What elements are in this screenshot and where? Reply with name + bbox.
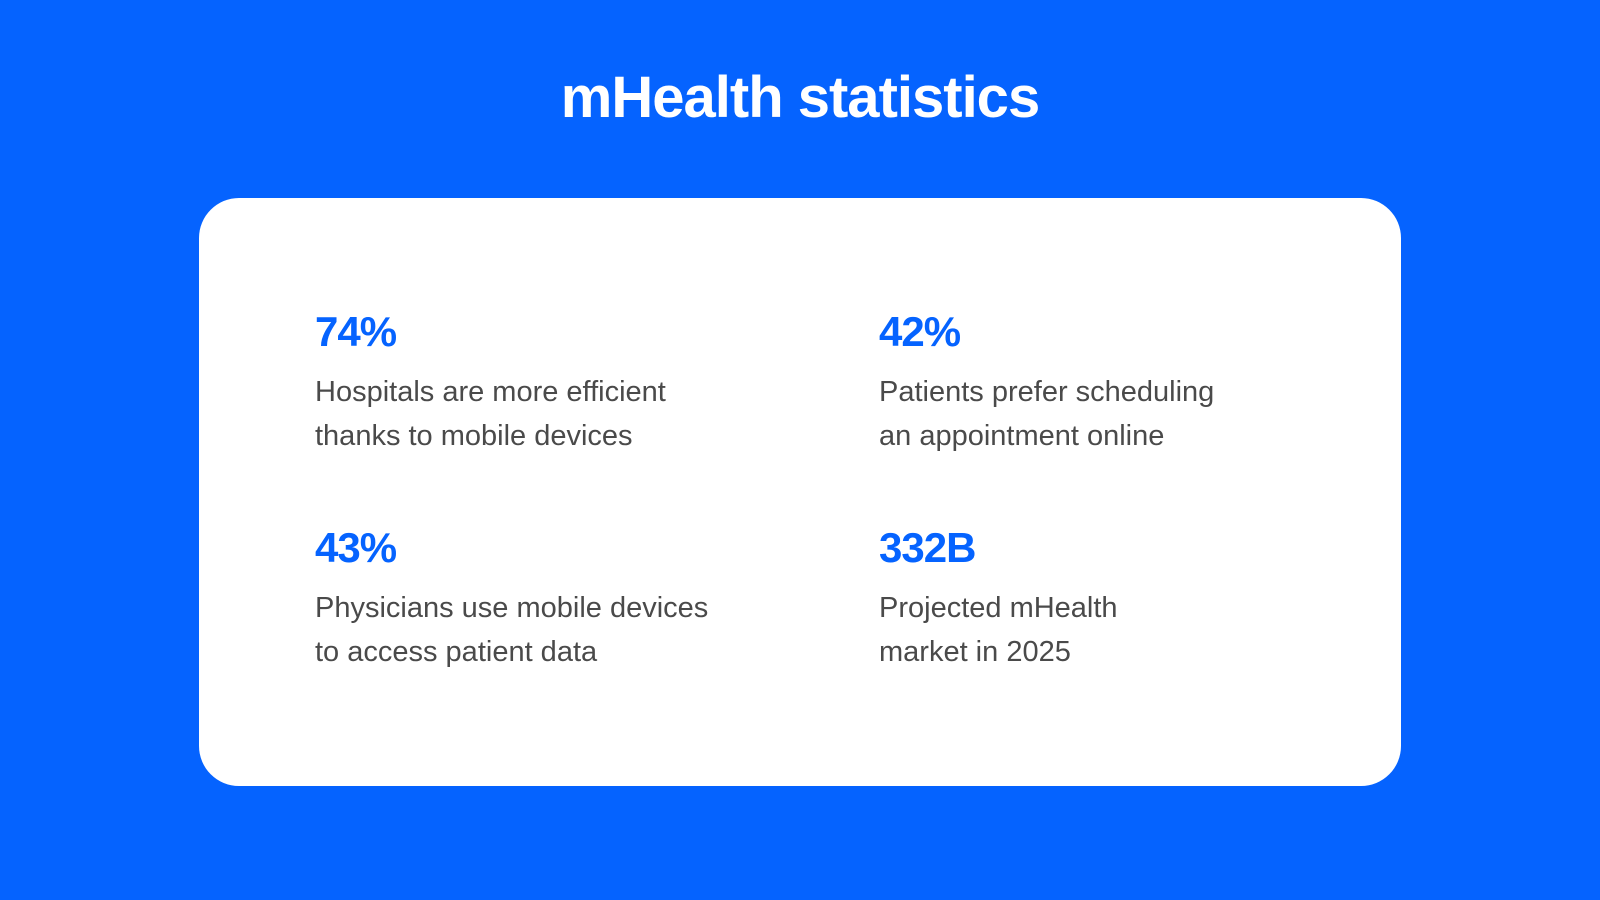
stat-patients: 42% Patients prefer scheduling an appoin… bbox=[879, 304, 1349, 458]
page-title: mHealth statistics bbox=[560, 65, 1040, 130]
stat-value: 74% bbox=[315, 308, 397, 355]
stat-description: Physicians use mobile devices to access … bbox=[315, 592, 709, 668]
stat-description: Hospitals are more efficient thanks to m… bbox=[315, 376, 666, 452]
stat-value: 42% bbox=[879, 308, 961, 355]
stat-description: Projected mHealth market in 2025 bbox=[879, 592, 1118, 668]
stat-value: 332B bbox=[879, 524, 976, 571]
stat-market: 332B Projected mHealth market in 2025 bbox=[879, 520, 1349, 674]
stat-value: 43% bbox=[315, 524, 397, 571]
stat-hospitals: 74% Hospitals are more efficient thanks … bbox=[315, 304, 785, 458]
stat-physicians: 43% Physicians use mobile devices to acc… bbox=[315, 520, 785, 674]
stat-description: Patients prefer scheduling an appointmen… bbox=[879, 376, 1215, 452]
stats-card: 74% Hospitals are more efficient thanks … bbox=[199, 198, 1401, 786]
